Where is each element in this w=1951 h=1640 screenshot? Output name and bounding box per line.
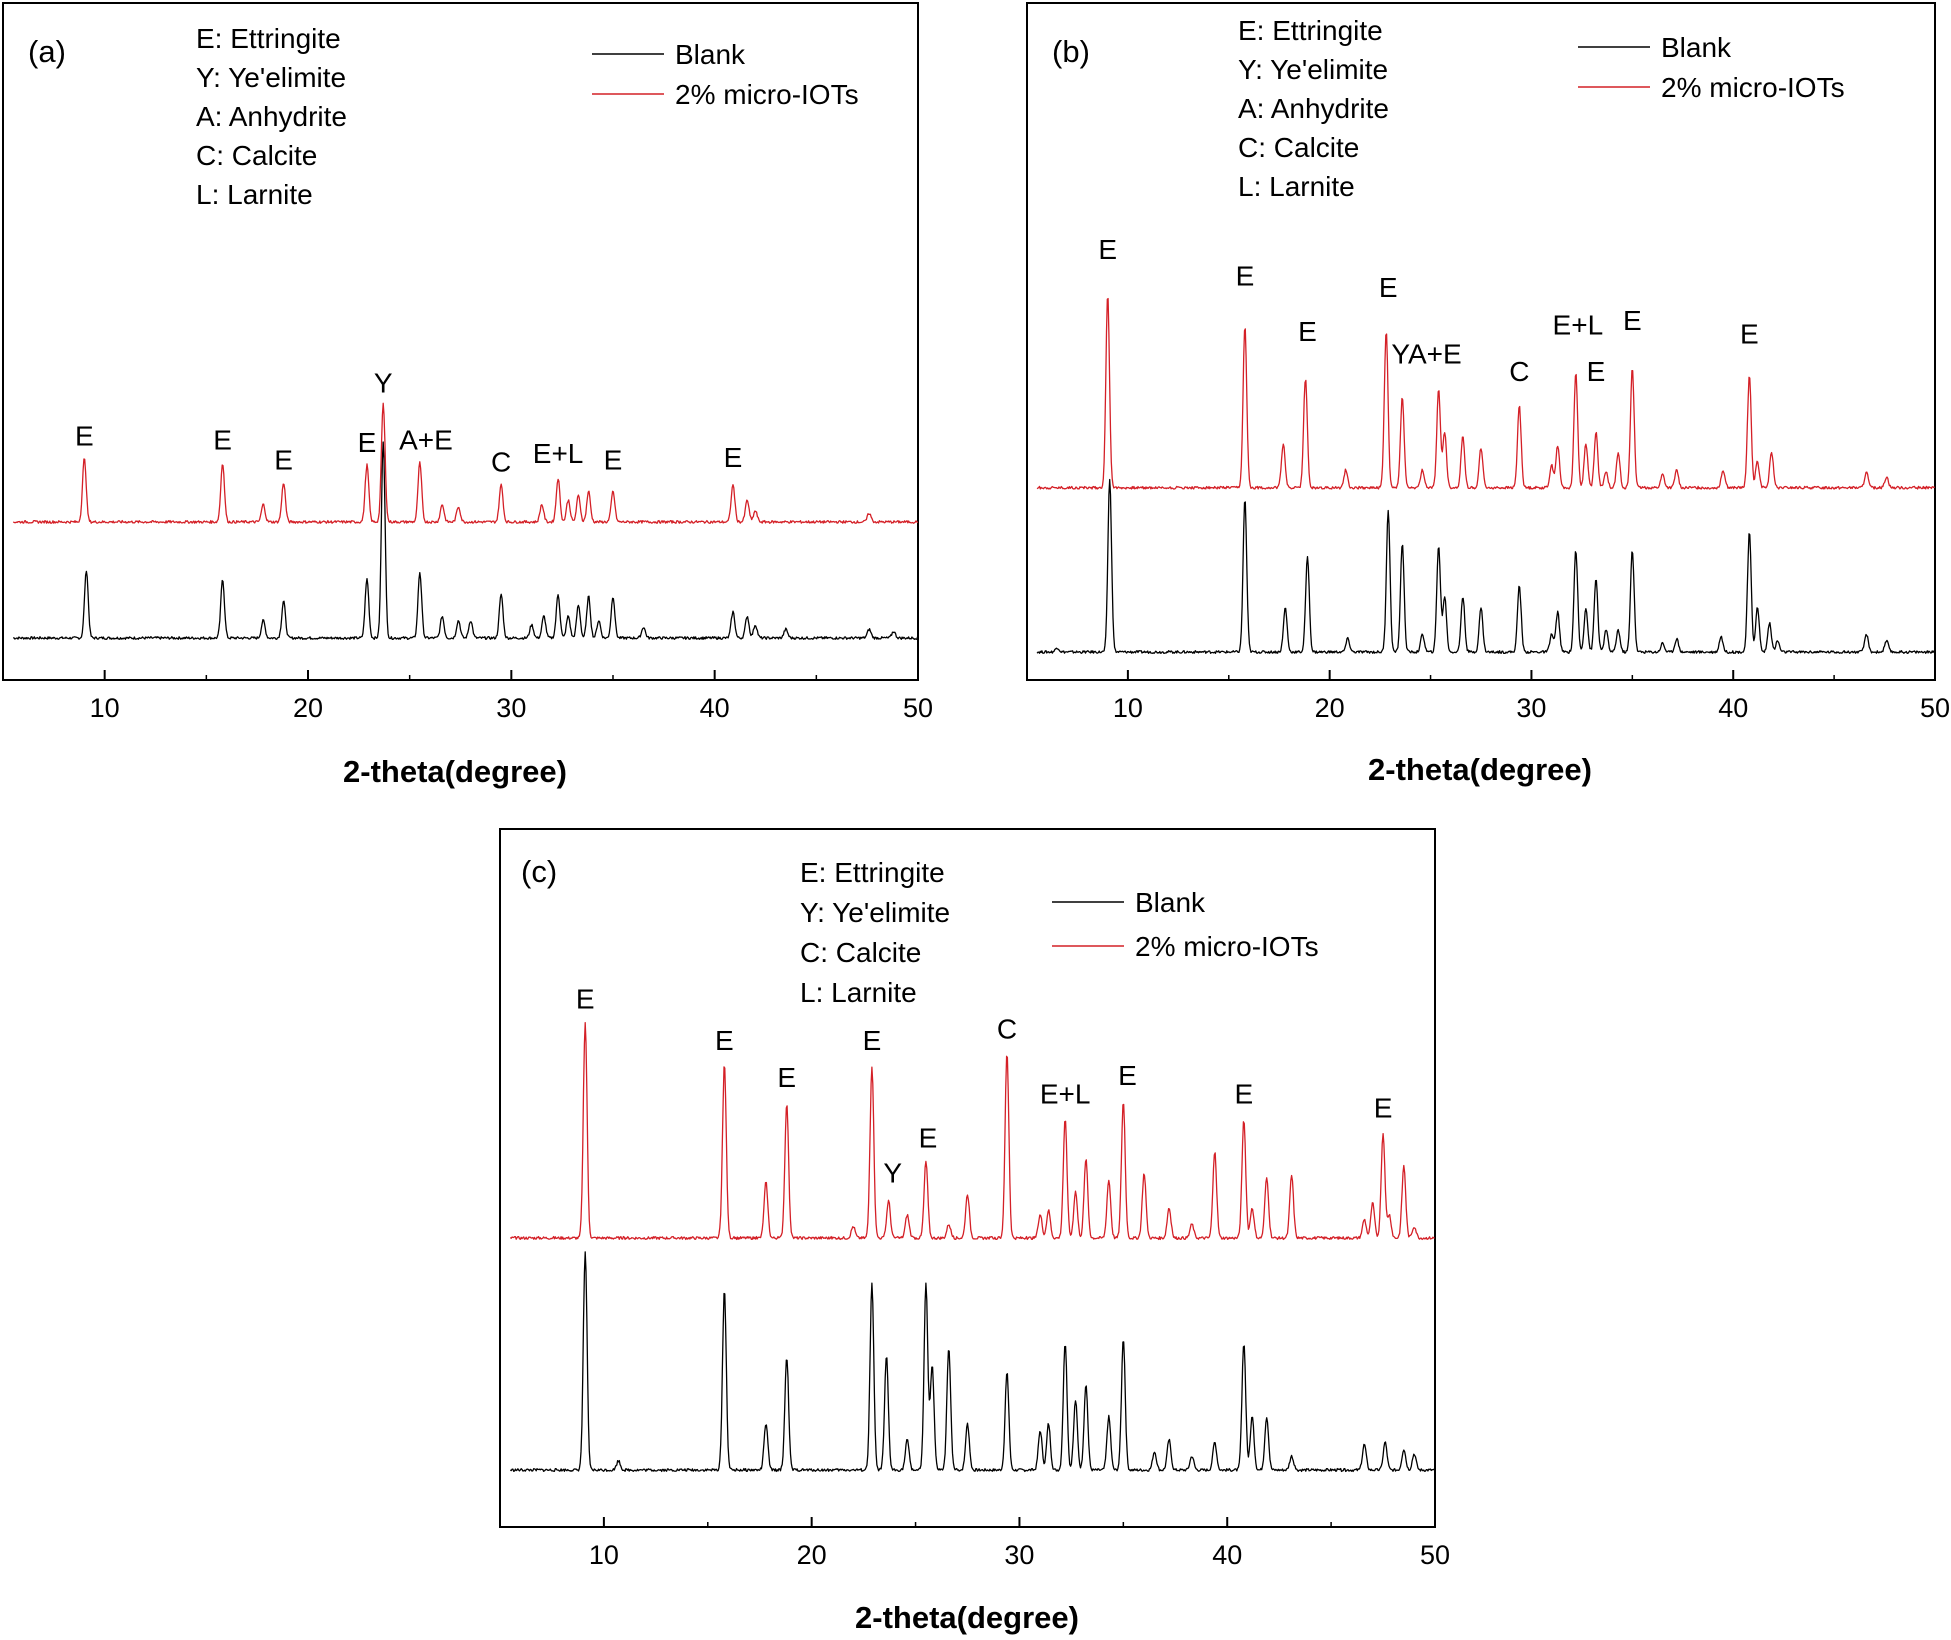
peak-annotation: C	[491, 447, 511, 478]
peak-annotation: E	[1118, 1060, 1137, 1091]
phase-key-entry: E: Ettringite	[196, 23, 341, 54]
peak-annotation: Y	[883, 1157, 902, 1188]
series-line-micro-iots	[12, 402, 919, 524]
phase-key-entry: L: Larnite	[196, 179, 313, 210]
peak-annotation: Y	[374, 368, 393, 399]
panel-label: (b)	[1052, 34, 1090, 69]
x-tick-label: 20	[293, 693, 323, 723]
peak-annotation: E	[1623, 305, 1642, 336]
peak-annotation: C	[1509, 356, 1529, 387]
peak-annotation: E	[576, 983, 595, 1014]
panel-label: (c)	[521, 854, 557, 889]
x-tick-label: 30	[496, 693, 526, 723]
peak-annotation: E	[863, 1025, 882, 1056]
peak-annotation: E	[1236, 261, 1255, 292]
peak-annotation: A+E	[399, 425, 453, 456]
legend-label: 2% micro-IOTs	[1661, 72, 1845, 103]
series-line-blank	[1036, 478, 1936, 654]
panel-a: 10 20 30 40 50 2-theta(degree) (a) E: Ettringit…	[2, 2, 933, 789]
series-line-micro-iots	[509, 1022, 1435, 1241]
peak-annotation: E	[75, 420, 94, 451]
x-tick-label: 40	[1718, 693, 1748, 723]
peak-annotation: E+L	[1553, 310, 1604, 341]
phase-key-entry: L: Larnite	[1238, 171, 1355, 202]
x-tick-label: 10	[90, 693, 120, 723]
legend-label: Blank	[1135, 887, 1206, 918]
plot-frame	[1026, 2, 1936, 681]
series-line-micro-iots	[1036, 297, 1936, 490]
plot-frame	[499, 828, 1436, 1528]
legend-label: 2% micro-IOTs	[1135, 931, 1319, 962]
phase-key-entry: C: Calcite	[1238, 132, 1359, 163]
peak-annotation: E	[358, 427, 377, 458]
panel-b: 10 20 30 40 50 2-theta(degree) (b) E: Ettringit…	[1026, 2, 1950, 787]
legend-label: Blank	[675, 39, 746, 70]
peak-annotation: E	[777, 1062, 796, 1093]
peak-annotation: E	[1740, 318, 1759, 349]
peak-annotation: E	[724, 442, 743, 473]
phase-key-entry: Y: Ye'elimite	[800, 897, 950, 928]
phase-key-entry: L: Larnite	[800, 977, 917, 1008]
x-tick-label: 50	[903, 693, 933, 723]
peak-annotation: E	[715, 1025, 734, 1056]
panel-label: (a)	[28, 34, 66, 69]
peak-annotation: E+L	[533, 438, 584, 469]
phase-key-entry: A: Anhydrite	[196, 101, 347, 132]
peak-annotation: E	[919, 1123, 938, 1154]
x-axis-label: 2-theta(degree)	[855, 1600, 1079, 1635]
peak-annotation: E	[604, 444, 623, 475]
phase-key-entry: E: Ettringite	[800, 857, 945, 888]
series-line-blank	[13, 441, 919, 640]
x-tick-label: 20	[1315, 693, 1345, 723]
peak-annotation: E	[213, 425, 232, 456]
x-tick-label: 30	[1516, 693, 1546, 723]
phase-key-entry: Y: Ye'elimite	[1238, 54, 1388, 85]
peak-annotation: E	[1098, 234, 1117, 265]
peak-annotation: E	[1379, 272, 1398, 303]
phase-key-entry: C: Calcite	[196, 140, 317, 171]
peak-annotation: E	[1374, 1092, 1393, 1123]
peak-annotation: E	[1235, 1078, 1254, 1109]
x-tick-label: 10	[1113, 693, 1143, 723]
x-tick-label: 50	[1420, 1540, 1450, 1570]
plot-frame	[2, 2, 919, 681]
x-tick-label: 30	[1004, 1540, 1034, 1570]
x-axis-label: 2-theta(degree)	[343, 754, 567, 789]
x-axis-label: 2-theta(degree)	[1368, 752, 1592, 787]
peak-annotation: YA+E	[1391, 338, 1461, 369]
series-line-blank	[509, 1251, 1435, 1473]
phase-key-entry: Y: Ye'elimite	[196, 62, 346, 93]
phase-key-entry: E: Ettringite	[1238, 15, 1383, 46]
peak-annotation: E	[274, 444, 293, 475]
peak-annotation: C	[997, 1013, 1017, 1044]
peak-annotation: E+L	[1040, 1078, 1091, 1109]
x-tick-label: 50	[1920, 693, 1950, 723]
panel-c: 10 20 30 40 50 2-theta(degree) (c) E: Ettringit…	[499, 828, 1450, 1635]
x-tick-label: 40	[700, 693, 730, 723]
x-tick-label: 40	[1212, 1540, 1242, 1570]
peak-annotation: E	[1298, 316, 1317, 347]
phase-key-entry: A: Anhydrite	[1238, 93, 1389, 124]
x-tick-label: 10	[589, 1540, 619, 1570]
legend-label: Blank	[1661, 32, 1732, 63]
x-tick-label: 20	[797, 1540, 827, 1570]
legend-label: 2% micro-IOTs	[675, 79, 859, 110]
phase-key-entry: C: Calcite	[800, 937, 921, 968]
peak-annotation: E	[1587, 356, 1606, 387]
